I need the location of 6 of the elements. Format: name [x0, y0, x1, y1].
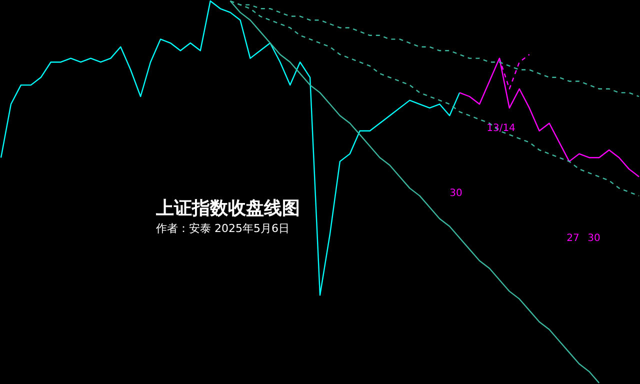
annotation: 30 [450, 188, 462, 199]
text: 作者：安泰 2025年5月6日 [155, 222, 290, 235]
annotation: 30 [588, 233, 600, 244]
annotation: 27 [566, 233, 580, 244]
annotation: 13/14 [486, 123, 516, 134]
text: 上证指数收盘线图 [155, 198, 300, 219]
